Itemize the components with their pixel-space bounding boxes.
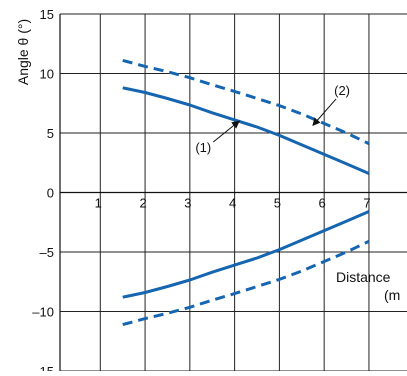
x-tick-label: 6: [319, 196, 326, 211]
axes: 15 10 5 0 –5 –10 15 1 2 3 4 5 6 7: [32, 7, 407, 376]
annotation-arrow: [312, 98, 337, 127]
x-tick-label: 5: [274, 196, 281, 211]
x-tick-label: 2: [139, 196, 146, 211]
annotation-label: (2): [334, 83, 350, 98]
x-tick-label: 3: [184, 196, 191, 211]
labels: Angle θ (°) Distance (m: [15, 19, 400, 303]
y-tick-label: 15: [40, 364, 54, 371]
x-tick-label: 7: [363, 196, 370, 211]
y-tick-label: 0: [47, 186, 54, 201]
series-line-dashed-2: [122, 58, 370, 146]
series-line-solid-1: [122, 210, 370, 299]
annotations: (1) (2): [195, 83, 350, 155]
annotation-label: (1): [195, 140, 211, 155]
x-axis-unit-label: (m: [384, 287, 400, 303]
x-tick-label: 1: [95, 196, 102, 211]
y-tick-label: –10: [32, 305, 54, 320]
series-line-dashed-3: [122, 239, 370, 327]
annotation-arrow: [212, 120, 240, 143]
y-tick-label: –5: [40, 245, 54, 260]
x-tick-label: 4: [229, 196, 236, 211]
x-axis-label: Distance: [336, 269, 391, 285]
series-group: [122, 58, 370, 327]
series-line-solid-0: [122, 86, 370, 175]
y-tick-label: 15: [40, 7, 54, 22]
y-tick-label: 5: [47, 126, 54, 141]
y-axis-label: Angle θ (°): [15, 19, 31, 85]
y-tick-label: 10: [40, 67, 54, 82]
